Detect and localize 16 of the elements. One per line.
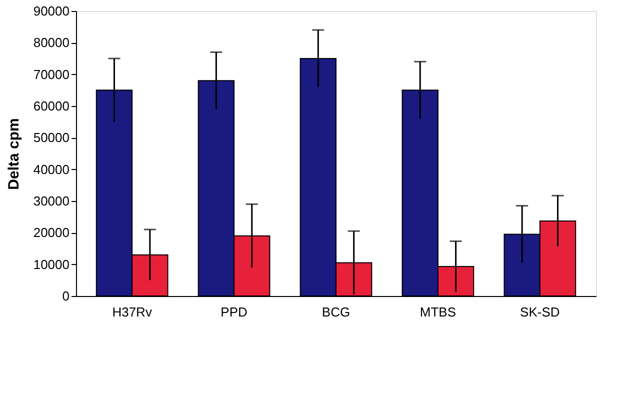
y-axis-title: Delta cpm	[5, 118, 22, 190]
y-tick-label: 60000	[33, 98, 70, 114]
x-tick-label: PPD	[220, 304, 248, 320]
y-tick-label: 10000	[33, 256, 70, 272]
y-tick-label: 30000	[33, 194, 70, 208]
x-tick-label: BCG	[322, 304, 350, 320]
y-tick-label: 90000	[33, 4, 70, 18]
x-tick-label: MTBS	[420, 304, 456, 320]
y-tick-label: 50000	[33, 130, 70, 146]
x-tick-label: SK-SD	[520, 304, 560, 320]
y-tick-label: 80000	[33, 35, 70, 50]
y-tick-label: 70000	[33, 66, 70, 82]
x-tick-label: H37Rv	[112, 304, 152, 320]
y-tick-label: 40000	[33, 162, 70, 177]
y-tick-label: 0	[62, 288, 70, 304]
y-tick-label: 20000	[33, 225, 70, 240]
